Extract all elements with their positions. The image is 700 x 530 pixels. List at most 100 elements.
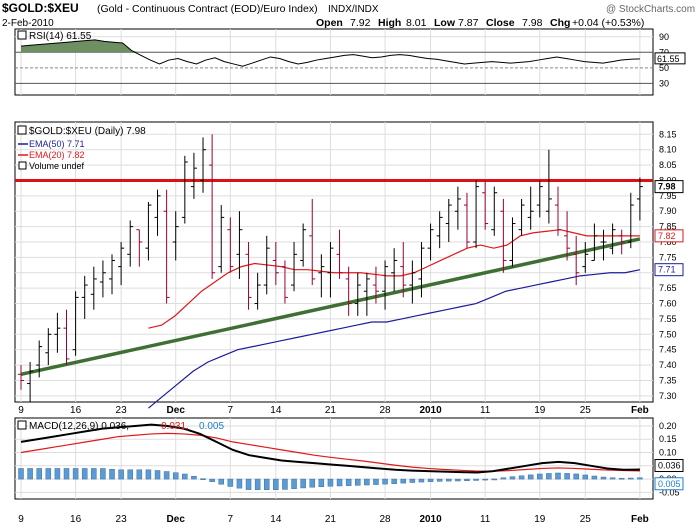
rsi-badge-value: 61.55 [657,54,680,64]
price-tick-label: 7.55 [659,314,677,324]
x-axis-label: 16 [70,514,82,525]
volume-legend-box [18,161,27,170]
price-bar [573,235,580,286]
macd-histogram-bar [236,478,243,489]
x-axis-label: 19 [534,514,546,525]
price-bar [200,137,207,193]
macd-histogram-bar [564,473,570,480]
macd-histogram-bar [436,478,443,482]
price-bar [409,260,416,304]
low-label: Low [434,17,456,29]
open-value: 7.92 [350,17,371,29]
macd-histogram-bar [282,478,288,490]
price-bar [127,220,134,267]
change-value: +0.04 (+0.53%) [572,17,644,29]
macd-histogram-bar [527,474,534,480]
macd-histogram-bar [491,478,498,481]
price-tick-label: 7.85 [659,222,677,232]
macd-tick-label: 0.20 [659,421,677,431]
macd-histogram-bar [127,469,133,480]
x-axis-label: 11 [480,514,491,525]
macd-histogram-bar [509,476,516,480]
macd-hist-badge-value: 0.005 [658,479,681,489]
price-bar [536,180,543,218]
price-bar [327,242,334,298]
close-badge-box [654,180,684,194]
rsi-panel-frame [14,28,654,96]
macd-label-text: MACD(12,26,9) 0.036, [29,421,129,432]
rsi-tick-label: 70 [659,47,669,57]
x-axis-label: 21 [325,405,337,416]
macd-histogram-bar [364,478,370,486]
x-axis-label: 16 [70,405,82,416]
macd-histogram-bar [300,478,306,489]
price-tick-label: 7.50 [659,329,677,339]
macd-histogram-bar [63,468,70,480]
price-bar [427,223,434,261]
macd-histogram-bar [209,478,215,482]
exchange-label: INDX/INDX [328,4,379,15]
macd-histogram-bar [591,475,598,480]
x-axis-label: 2010 [419,514,442,525]
price-bar [554,186,561,236]
macd-histogram-bar [254,478,261,490]
macd-histogram-bar [291,478,297,489]
rsi-tick-label: 50 [659,63,669,73]
macd-histogram-bar [637,477,643,480]
high-value: 8.01 [406,17,427,29]
macd-histogram-bar [555,472,561,480]
macd-histogram-bar [400,478,407,484]
rsi-label: RSI(14) 61.55 [17,30,92,42]
rsi-legend-box [17,30,27,40]
macd-histogram-bar [409,478,416,483]
macd-histogram-bar [54,468,61,480]
price-tick-label: 7.60 [659,299,677,309]
macd-histogram-bar [200,478,206,480]
macd-histogram-bar [245,478,252,490]
x-axis-label: 14 [270,405,282,416]
price-bar [445,198,452,242]
price-tick-label: 7.30 [659,391,677,401]
price-bar [509,217,516,267]
x-axis-label: 14 [270,514,282,525]
price-legend-box [17,125,27,135]
macd-histogram-bar [628,477,634,480]
price-bar [582,242,589,273]
x-axis-label: Dec [167,405,186,416]
price-bar [345,266,352,316]
x-axis-label: 25 [580,405,592,416]
ema50-badge-box [654,263,684,277]
price-bar [291,242,298,292]
price-bar [109,254,116,295]
price-bar [163,189,170,304]
price-bar [36,340,43,378]
change-label: Chg [550,17,570,29]
price-bar [81,275,88,319]
price-bar [564,211,571,261]
x-axis-label: 28 [379,405,391,416]
macd-line [20,423,640,474]
macd-histogram-bar [191,475,197,480]
price-bar [336,229,343,279]
price-bar [145,202,152,261]
price-bar [118,242,125,286]
macd-histogram-bar [100,468,106,480]
chart-date: 2-Feb-2010 [2,18,54,29]
price-bar [318,254,325,298]
macd-histogram-bar [546,473,552,480]
x-axis-label: Feb [631,514,649,525]
macd-histogram-bar [336,478,343,487]
price-bar [90,266,97,310]
price-bar [263,235,270,295]
price-bar [63,309,70,366]
price-bar [300,223,307,267]
x-axis-label: 23 [116,405,128,416]
price-bar [245,242,252,310]
macd-badge-value: 0.036 [658,461,681,471]
macd-histogram-bar [373,478,379,485]
symbol-description: (Gold - Continuous Contract (EOD)/Euro I… [97,3,318,15]
low-value: 7.87 [458,17,479,29]
price-tick-label: 7.45 [659,345,677,355]
volume-legend: Volume undef [29,161,85,171]
rsi-tick-label: 30 [659,78,669,88]
